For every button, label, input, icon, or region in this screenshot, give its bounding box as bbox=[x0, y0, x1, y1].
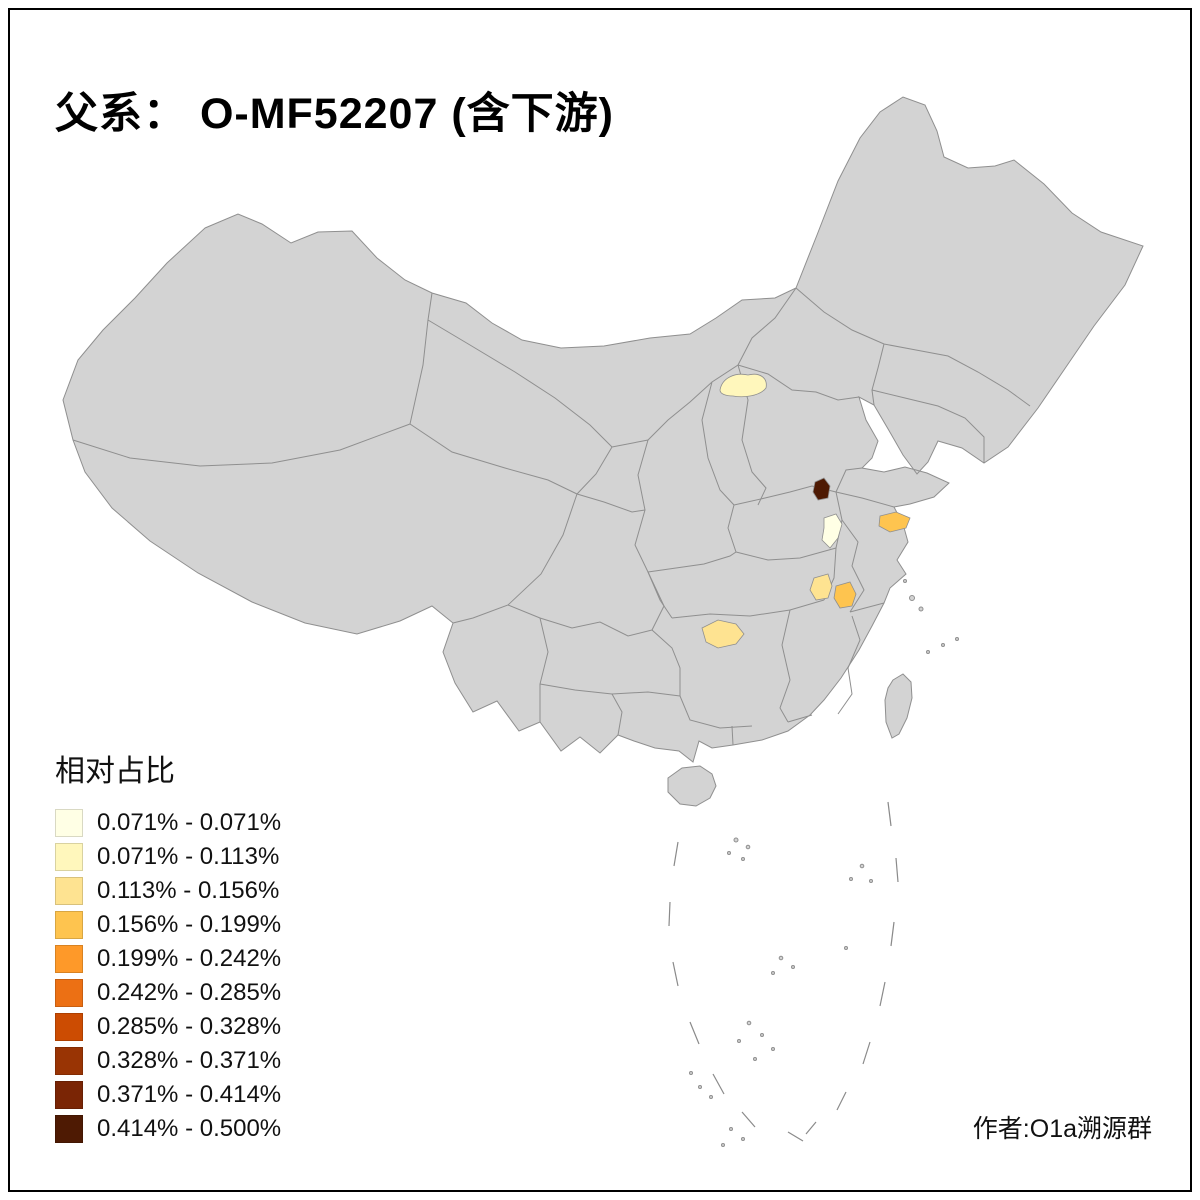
small-island bbox=[741, 1137, 745, 1141]
highlight-anhui-west-gold-region bbox=[809, 573, 833, 601]
author-credit: 作者:O1a溯源群 bbox=[972, 1115, 1152, 1143]
legend-label: 0.328% - 0.371% bbox=[97, 1047, 282, 1074]
legend-swatch bbox=[55, 843, 83, 871]
small-island bbox=[727, 851, 731, 855]
highlight-anhui-east-gold-region bbox=[833, 581, 857, 609]
legend-label: 0.071% - 0.071% bbox=[97, 809, 282, 836]
legend-swatch bbox=[55, 979, 83, 1007]
legend-item: 0.199% - 0.242% bbox=[55, 942, 281, 976]
legend-label: 0.199% - 0.242% bbox=[97, 945, 282, 972]
small-island bbox=[955, 637, 959, 641]
province-borders bbox=[72, 287, 1031, 746]
legend-swatch bbox=[55, 945, 83, 973]
highlight-north-hebei-pale-region bbox=[719, 373, 767, 398]
legend-item: 0.371% - 0.414% bbox=[55, 1078, 281, 1112]
small-island bbox=[771, 1047, 775, 1051]
legend-item: 0.328% - 0.371% bbox=[55, 1044, 281, 1078]
highlighted-prefectures bbox=[701, 373, 911, 649]
legend-label: 0.371% - 0.414% bbox=[97, 1081, 282, 1108]
legend-item: 0.071% - 0.071% bbox=[55, 806, 281, 840]
legend-swatch bbox=[55, 911, 83, 939]
small-island bbox=[737, 1039, 741, 1043]
small-island bbox=[869, 879, 873, 883]
small-island bbox=[926, 650, 930, 654]
small-island bbox=[941, 643, 945, 647]
legend-swatch bbox=[55, 1081, 83, 1109]
legend-label: 0.113% - 0.156% bbox=[97, 877, 280, 904]
highlight-henan-south-cream-region bbox=[821, 513, 843, 549]
small-island bbox=[778, 955, 784, 961]
legend-swatch bbox=[55, 1047, 83, 1075]
highlight-henan-dark-region bbox=[812, 477, 831, 501]
small-island bbox=[791, 965, 795, 969]
highlight-hunan-west-pale-region bbox=[701, 619, 745, 649]
small-island bbox=[918, 606, 924, 612]
small-island bbox=[721, 1143, 725, 1147]
small-island bbox=[849, 877, 853, 881]
small-island bbox=[859, 863, 865, 869]
small-island bbox=[745, 844, 751, 850]
legend-swatch bbox=[55, 809, 83, 837]
legend-label: 0.414% - 0.500% bbox=[97, 1115, 282, 1142]
legend-swatch bbox=[55, 1115, 83, 1143]
nine-dash-line bbox=[668, 801, 899, 1142]
land-shapes bbox=[62, 96, 1144, 1147]
legend-item: 0.113% - 0.156% bbox=[55, 874, 281, 908]
small-island bbox=[903, 579, 907, 583]
small-island bbox=[689, 1071, 693, 1075]
legend-item: 0.071% - 0.113% bbox=[55, 840, 281, 874]
legend-item: 0.285% - 0.328% bbox=[55, 1010, 281, 1044]
legend-label: 0.071% - 0.113% bbox=[97, 843, 280, 870]
small-island bbox=[760, 1033, 764, 1037]
legend-label: 0.156% - 0.199% bbox=[97, 911, 282, 938]
highlight-jiangsu-orange-region bbox=[878, 511, 911, 533]
small-island bbox=[709, 1095, 713, 1099]
small-island bbox=[753, 1057, 757, 1061]
taiwan-island bbox=[884, 673, 913, 739]
hainan-island bbox=[667, 765, 717, 807]
legend-swatch bbox=[55, 877, 83, 905]
small-island bbox=[733, 837, 739, 843]
legend-swatch bbox=[55, 1013, 83, 1041]
figure-title: 父系： O-MF52207 (含下游) bbox=[55, 89, 614, 138]
legend-label: 0.285% - 0.328% bbox=[97, 1013, 282, 1040]
small-island bbox=[741, 857, 745, 861]
legend-label: 0.242% - 0.285% bbox=[97, 979, 282, 1006]
small-island bbox=[746, 1020, 752, 1026]
small-island bbox=[729, 1127, 733, 1131]
mainland-outline bbox=[62, 96, 1144, 763]
legend-item: 0.156% - 0.199% bbox=[55, 908, 281, 942]
legend: 相对占比 0.071% - 0.071% 0.071% - 0.113% 0.113… bbox=[55, 746, 281, 1146]
small-island bbox=[909, 595, 915, 601]
small-island bbox=[771, 971, 775, 975]
legend-items: 0.071% - 0.071% 0.071% - 0.113% 0.113% - 0… bbox=[55, 806, 281, 1146]
legend-item: 0.414% - 0.500% bbox=[55, 1112, 281, 1146]
small-island bbox=[698, 1085, 702, 1089]
small-island bbox=[844, 946, 848, 950]
legend-title: 相对占比 bbox=[55, 755, 175, 788]
legend-item: 0.242% - 0.285% bbox=[55, 976, 281, 1010]
